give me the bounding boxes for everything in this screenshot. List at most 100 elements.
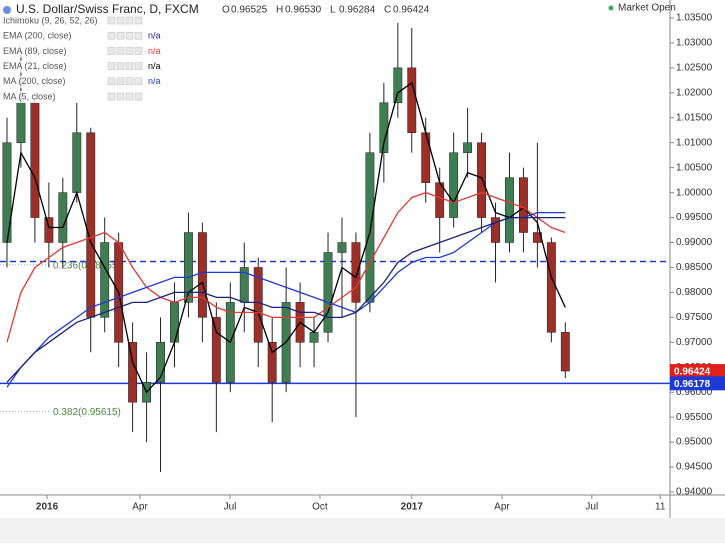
indicator-icon <box>107 92 116 101</box>
candle-body <box>128 342 138 403</box>
y-tick-label: 1.00500 <box>676 162 713 173</box>
price-tag <box>670 364 725 379</box>
indicator-icon <box>116 62 125 70</box>
price-tag <box>670 376 725 391</box>
y-tick-label: 0.99500 <box>676 212 713 223</box>
indicator-name: EMA (200, close) <box>3 31 72 41</box>
y-tick-label: 0.94500 <box>676 462 713 473</box>
x-tick-label: Apr <box>494 502 510 513</box>
candle-body <box>211 317 221 383</box>
fib-label: 0.382(0.95615) <box>53 407 121 418</box>
indicator-icon <box>116 92 125 101</box>
indicator-value: n/a <box>148 76 161 86</box>
indicator-icon <box>107 62 116 70</box>
indicator-icon <box>116 16 125 25</box>
candle-body <box>267 342 277 383</box>
ohlc-value: 0.96424 <box>393 5 430 16</box>
indicator-icon <box>125 31 134 40</box>
candle-body <box>156 342 165 383</box>
price-tag-label: 0.96178 <box>674 379 711 390</box>
indicator-icon <box>116 47 125 55</box>
indicator-icon <box>134 77 143 86</box>
indicator-bg <box>1 91 101 103</box>
indicator-value: n/a <box>148 46 161 56</box>
y-tick-label: 0.95000 <box>676 437 713 448</box>
ohlc-key: H <box>276 5 283 16</box>
candle-body <box>393 67 403 104</box>
indicator-icon <box>134 16 143 25</box>
candle-body <box>72 132 82 193</box>
candle-body <box>546 242 556 333</box>
y-tick-label: 0.94000 <box>676 487 713 498</box>
indicator-bg <box>1 30 101 43</box>
indicator-line <box>6 81 566 394</box>
indicator-name: MA (5, close) <box>3 91 56 101</box>
indicator-bg <box>1 45 101 58</box>
plot-area: 0.236(0.98555)0.382(0.95615) <box>0 17 674 499</box>
candle-body <box>253 267 263 343</box>
indicator-line <box>6 191 566 343</box>
footer-strip <box>0 518 725 543</box>
legend-overlay: U.S. Dollar/Swiss Franc, D, FXCM Market … <box>1 2 676 103</box>
indicator-icon <box>107 47 116 55</box>
indicator-icon <box>125 92 134 101</box>
candle-body <box>86 132 96 318</box>
x-tick-label: Jul <box>585 502 598 513</box>
candle-body <box>197 232 207 318</box>
indicator-name: MA (200, close) <box>3 76 66 86</box>
indicator-value: n/a <box>148 31 161 41</box>
candle-body <box>16 102 26 143</box>
y-tick-label: 1.02000 <box>676 87 713 98</box>
indicator-icon <box>134 31 143 40</box>
x-tick-label: 2017 <box>401 502 424 513</box>
indicator-icon <box>125 77 134 86</box>
candle-body <box>170 302 179 343</box>
indicator-line <box>6 216 566 383</box>
candle-body <box>421 132 431 183</box>
y-tick-label: 0.97000 <box>676 337 713 348</box>
indicator-icon <box>125 47 134 55</box>
indicator-bg <box>1 75 101 88</box>
y-tick-label: 0.99000 <box>676 237 713 248</box>
indicator-name: EMA (89, close) <box>3 46 67 56</box>
candle-body <box>463 142 473 153</box>
candle-body <box>491 217 500 243</box>
y-tick-label: 1.03500 <box>676 13 713 24</box>
candle-body <box>519 177 528 233</box>
symbol-icon <box>3 6 11 14</box>
indicator-bg <box>1 60 101 73</box>
candle-body <box>505 177 514 243</box>
indicator-icon <box>107 16 116 25</box>
market-status: Market Open <box>618 3 676 14</box>
indicator-icon <box>107 77 116 86</box>
candle-body <box>477 142 486 218</box>
y-tick-label: 0.96000 <box>676 387 713 398</box>
indicator-name: Ichimoku (9, 26, 52, 26) <box>3 15 98 25</box>
ohlc-value: 0.96530 <box>285 5 322 16</box>
candle-body <box>100 242 110 318</box>
candle-body <box>365 152 375 303</box>
indicator-icon <box>116 77 125 86</box>
x-tick-label: Apr <box>132 502 148 513</box>
indicator-icon <box>134 92 143 101</box>
x-tick-label: Oct <box>312 502 328 513</box>
y-tick-label: 0.98000 <box>676 287 713 298</box>
status-dot <box>608 5 614 11</box>
candle-body <box>449 152 459 218</box>
candle-body <box>407 67 417 133</box>
indicator-name: EMA (21, close) <box>3 61 67 71</box>
candle-body <box>58 192 68 243</box>
indicator-bg <box>1 15 101 27</box>
ohlc-key: O <box>222 5 230 16</box>
indicator-icon <box>125 62 134 70</box>
indicator-icon <box>125 16 134 25</box>
x-tick-label: Jul <box>224 502 237 513</box>
candle-body <box>323 252 333 333</box>
x-tick-label: 2016 <box>36 502 59 513</box>
candle-body <box>2 142 12 243</box>
ohlc-key: C <box>384 5 391 16</box>
y-tick-label: 1.02500 <box>676 63 713 74</box>
y-tick-label: 1.01000 <box>676 137 713 148</box>
y-tick-label: 0.98500 <box>676 262 713 273</box>
